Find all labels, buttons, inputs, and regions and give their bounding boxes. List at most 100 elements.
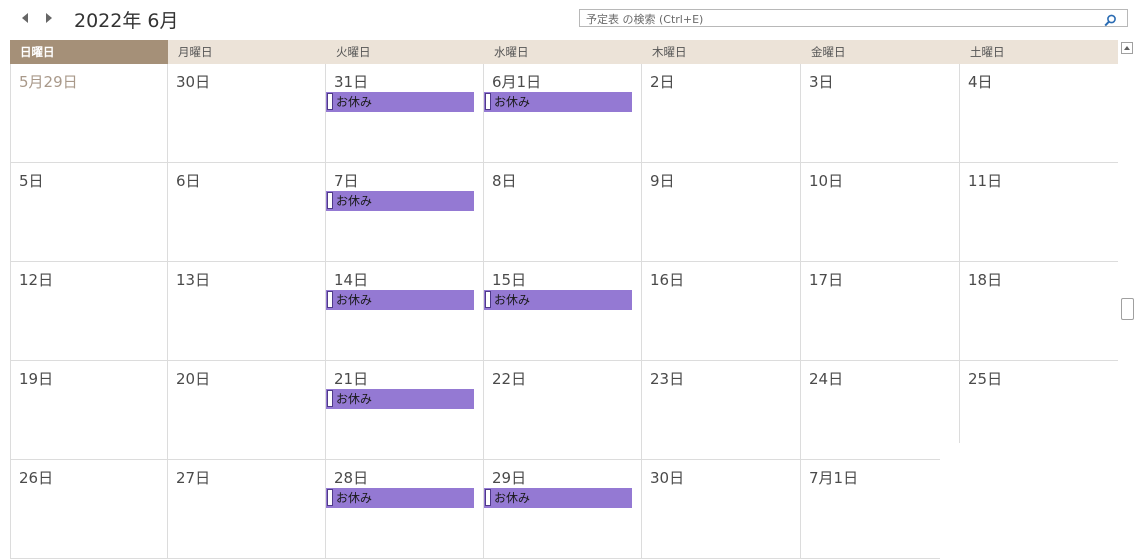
day-cell[interactable]: 23日 xyxy=(642,361,801,460)
event-label: お休み xyxy=(494,491,531,505)
event-label: お休み xyxy=(494,293,531,307)
date-label: 5日 xyxy=(19,172,44,190)
date-label: 13日 xyxy=(176,271,211,289)
date-label: 12日 xyxy=(19,271,54,289)
date-label: 21日 xyxy=(334,370,369,388)
date-label: 4日 xyxy=(968,73,993,91)
date-label: 25日 xyxy=(968,370,1003,388)
date-label: 30日 xyxy=(650,469,685,487)
event-item[interactable]: お休み xyxy=(326,290,474,310)
day-cell[interactable]: 3日 xyxy=(801,64,960,163)
day-cell[interactable]: 29日 お休み xyxy=(484,460,642,559)
date-label: 3日 xyxy=(809,73,834,91)
weekday-header: 木曜日 xyxy=(652,45,687,59)
event-label: お休み xyxy=(336,293,373,307)
date-label: 2日 xyxy=(650,73,675,91)
day-cell[interactable]: 9日 xyxy=(642,163,801,262)
event-item[interactable]: お休み xyxy=(326,92,474,112)
day-cell[interactable]: 7日 お休み xyxy=(326,163,484,262)
date-label: 27日 xyxy=(176,469,211,487)
weekday-header: 金曜日 xyxy=(811,45,846,59)
date-label: 7月1日 xyxy=(809,469,859,487)
event-item[interactable]: お休み xyxy=(326,389,474,409)
date-label: 8日 xyxy=(492,172,517,190)
search-icon[interactable] xyxy=(1104,12,1117,27)
calendar-toolbar: 2022年 6月 予定表 の検索 (Ctrl+E) xyxy=(0,0,1136,38)
event-status-marker xyxy=(485,489,491,506)
event-item[interactable]: お休み xyxy=(326,191,474,211)
weekday-header: 月曜日 xyxy=(178,45,213,59)
day-cell[interactable]: 27日 xyxy=(168,460,326,559)
day-cell[interactable]: 11日 xyxy=(960,163,1118,262)
day-cell[interactable]: 15日 お休み xyxy=(484,262,642,361)
day-cell[interactable]: 30日 xyxy=(642,460,801,559)
day-cell[interactable]: 18日 xyxy=(960,262,1118,361)
weekday-header: 火曜日 xyxy=(336,45,371,59)
day-cell[interactable]: 14日お休み xyxy=(326,262,484,361)
date-label: 11日 xyxy=(968,172,1003,190)
weekday-header: 水曜日 xyxy=(494,45,529,59)
day-cell[interactable]: 31日お休み xyxy=(326,64,484,163)
event-item[interactable]: お休み xyxy=(484,290,632,310)
day-cell[interactable]: 30日 xyxy=(168,64,326,163)
event-item[interactable]: お休み xyxy=(484,488,632,508)
date-label: 22日 xyxy=(492,370,527,388)
event-status-marker xyxy=(327,390,333,407)
month-grid: 5月29日 30日 31日 お休み 6月1日 お休み 2日 3日 4日 5日 6日 7日 お休み 8日 9日… xyxy=(10,64,1118,559)
date-label: 19日 xyxy=(19,370,54,388)
day-cell[interactable]: 21日お休み xyxy=(326,361,484,460)
date-label: 5月29日 xyxy=(19,73,78,91)
event-item[interactable]: お休み xyxy=(484,92,632,112)
event-label: お休み xyxy=(494,95,531,109)
event-item[interactable]: お休み xyxy=(326,488,474,508)
blank-corner xyxy=(940,443,1136,559)
weekday-header-row: 日曜日 月曜日 火曜日 水曜日 木曜日 金曜日 土曜日 xyxy=(10,40,1118,64)
weekday-header: 土曜日 xyxy=(970,45,1005,59)
day-cell[interactable]: 10日 xyxy=(801,163,960,262)
day-cell[interactable]: 7月1日 xyxy=(801,460,960,559)
event-status-marker xyxy=(327,192,333,209)
day-cell[interactable]: 6月1日 お休み xyxy=(484,64,642,163)
date-label: 6日 xyxy=(176,172,201,190)
search-placeholder: 予定表 の検索 (Ctrl+E) xyxy=(586,13,704,26)
event-label: お休み xyxy=(336,95,373,109)
date-label: 30日 xyxy=(176,73,211,91)
vertical-scrollbar[interactable] xyxy=(1119,40,1136,559)
search-input[interactable]: 予定表 の検索 (Ctrl+E) xyxy=(579,9,1128,27)
day-cell[interactable]: 24日 xyxy=(801,361,960,460)
event-label: お休み xyxy=(336,491,373,505)
day-cell[interactable]: 4日 xyxy=(960,64,1118,163)
day-cell[interactable]: 17日 xyxy=(801,262,960,361)
day-cell[interactable]: 8日 xyxy=(484,163,642,262)
date-label: 14日 xyxy=(334,271,369,289)
date-label: 31日 xyxy=(334,73,369,91)
scroll-up-button[interactable] xyxy=(1121,42,1133,54)
date-label: 23日 xyxy=(650,370,685,388)
day-cell[interactable]: 5日 xyxy=(10,163,168,262)
day-cell[interactable]: 6日 xyxy=(168,163,326,262)
day-cell[interactable]: 19日 xyxy=(10,361,168,460)
scroll-thumb[interactable] xyxy=(1121,298,1134,320)
date-label: 18日 xyxy=(968,271,1003,289)
day-cell[interactable]: 22日 xyxy=(484,361,642,460)
chevron-right-icon[interactable] xyxy=(44,12,54,24)
event-status-marker xyxy=(327,489,333,506)
day-cell[interactable]: 13日 xyxy=(168,262,326,361)
event-label: お休み xyxy=(336,392,373,406)
day-cell[interactable]: 20日 xyxy=(168,361,326,460)
day-cell[interactable]: 16日 xyxy=(642,262,801,361)
date-label: 24日 xyxy=(809,370,844,388)
date-label: 16日 xyxy=(650,271,685,289)
date-label: 7日 xyxy=(334,172,359,190)
event-status-marker xyxy=(327,291,333,308)
event-status-marker xyxy=(327,93,333,110)
day-cell[interactable]: 12日 xyxy=(10,262,168,361)
date-label: 28日 xyxy=(334,469,369,487)
day-cell[interactable]: 2日 xyxy=(642,64,801,163)
date-label: 26日 xyxy=(19,469,54,487)
chevron-left-icon[interactable] xyxy=(20,12,30,24)
date-label: 10日 xyxy=(809,172,844,190)
day-cell[interactable]: 28日お休み xyxy=(326,460,484,559)
day-cell[interactable]: 26日 xyxy=(10,460,168,559)
day-cell[interactable]: 5月29日 xyxy=(10,64,168,163)
